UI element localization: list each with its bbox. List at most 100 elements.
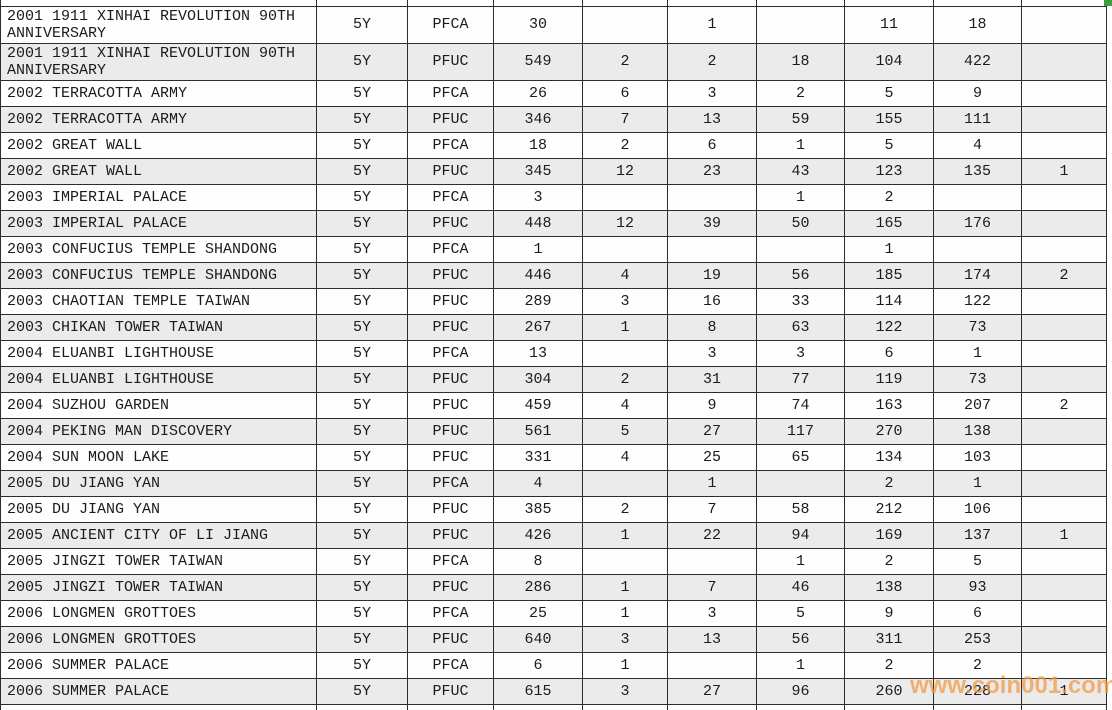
- grade-count-cell[interactable]: 169: [844, 521, 934, 549]
- grade-count-cell[interactable]: 2: [1021, 391, 1107, 419]
- grade-count-cell[interactable]: 104: [844, 42, 934, 81]
- grade-count-cell[interactable]: 2: [844, 183, 934, 211]
- grade-count-cell[interactable]: 1: [582, 573, 668, 601]
- grade-count-cell[interactable]: [756, 235, 845, 263]
- grade-category-cell[interactable]: PFCA: [407, 5, 494, 44]
- grade-count-cell[interactable]: 5: [844, 131, 934, 159]
- denomination-cell[interactable]: 5Y: [316, 131, 408, 159]
- grade-count-cell[interactable]: 73: [933, 313, 1022, 341]
- coin-series-cell[interactable]: 2002 GREAT WALL: [0, 157, 317, 185]
- grade-category-cell[interactable]: PFCA: [407, 79, 494, 107]
- grade-count-cell[interactable]: 3: [582, 287, 668, 315]
- grade-count-cell[interactable]: 46: [756, 573, 845, 601]
- coin-series-cell[interactable]: 2002 GREAT WALL: [0, 131, 317, 159]
- grade-count-cell[interactable]: 123: [844, 157, 934, 185]
- grade-count-cell[interactable]: 56: [756, 625, 845, 653]
- grade-category-cell[interactable]: PFUC: [407, 287, 494, 315]
- total-count-cell[interactable]: 18: [493, 131, 583, 159]
- grade-count-cell[interactable]: 5: [756, 599, 845, 627]
- grade-category-cell[interactable]: PFUC: [407, 261, 494, 289]
- coin-series-cell[interactable]: 2003 CONFUCIUS TEMPLE SHANDONG: [0, 235, 317, 263]
- grade-count-cell[interactable]: 9: [844, 599, 934, 627]
- grade-count-cell[interactable]: [582, 547, 668, 575]
- grade-count-cell[interactable]: [1021, 573, 1107, 601]
- grade-count-cell[interactable]: [1021, 183, 1107, 211]
- grade-count-cell[interactable]: 5: [582, 417, 668, 445]
- grade-count-cell[interactable]: 8: [667, 313, 757, 341]
- grade-count-cell[interactable]: 43: [756, 157, 845, 185]
- grade-count-cell[interactable]: [756, 5, 845, 44]
- grade-category-cell[interactable]: PFUC: [407, 417, 494, 445]
- grade-count-cell[interactable]: 1: [582, 313, 668, 341]
- grade-count-cell[interactable]: 65: [756, 443, 845, 471]
- grade-count-cell[interactable]: 12: [582, 209, 668, 237]
- grade-category-cell[interactable]: PFCA: [407, 469, 494, 497]
- grade-category-cell[interactable]: PFUC: [407, 521, 494, 549]
- denomination-cell[interactable]: 5Y: [316, 521, 408, 549]
- denomination-cell[interactable]: 5Y: [316, 495, 408, 523]
- grade-count-cell[interactable]: 1: [1021, 157, 1107, 185]
- coin-series-cell[interactable]: 2003 IMPERIAL PALACE: [0, 209, 317, 237]
- total-count-cell[interactable]: 331: [493, 443, 583, 471]
- total-count-cell[interactable]: 25: [493, 599, 583, 627]
- grade-count-cell[interactable]: 77: [756, 365, 845, 393]
- grade-count-cell[interactable]: 1: [582, 521, 668, 549]
- grade-count-cell[interactable]: 22: [667, 521, 757, 549]
- grade-count-cell[interactable]: 1: [933, 339, 1022, 367]
- denomination-cell[interactable]: 5Y: [316, 235, 408, 263]
- grade-count-cell[interactable]: 5: [933, 547, 1022, 575]
- coin-series-cell[interactable]: 2003 CHAOTIAN TEMPLE TAIWAN: [0, 287, 317, 315]
- grade-count-cell[interactable]: 2: [844, 469, 934, 497]
- grade-count-cell[interactable]: 27: [667, 417, 757, 445]
- coin-series-cell[interactable]: 2003 CHIKAN TOWER TAIWAN: [0, 313, 317, 341]
- grade-count-cell[interactable]: 9: [933, 79, 1022, 107]
- grade-count-cell[interactable]: 138: [844, 573, 934, 601]
- grade-count-cell[interactable]: 59: [756, 105, 845, 133]
- total-count-cell[interactable]: 289: [493, 287, 583, 315]
- grade-count-cell[interactable]: 7: [582, 105, 668, 133]
- coin-series-cell[interactable]: 2001 1911 XINHAI REVOLUTION 90TH ANNIVER…: [0, 42, 317, 81]
- grade-count-cell[interactable]: [1021, 469, 1107, 497]
- grade-count-cell[interactable]: 3: [582, 677, 668, 705]
- grade-count-cell[interactable]: 58: [756, 495, 845, 523]
- total-count-cell[interactable]: 8: [493, 547, 583, 575]
- grade-count-cell[interactable]: 3: [582, 625, 668, 653]
- denomination-cell[interactable]: 5Y: [316, 261, 408, 289]
- grade-count-cell[interactable]: 135: [933, 157, 1022, 185]
- grade-count-cell[interactable]: 1: [1021, 521, 1107, 549]
- grade-count-cell[interactable]: 253: [933, 625, 1022, 653]
- coin-series-cell[interactable]: 2005 DU JIANG YAN: [0, 469, 317, 497]
- grade-category-cell[interactable]: PFUC: [407, 105, 494, 133]
- grade-category-cell[interactable]: PFUC: [407, 495, 494, 523]
- grade-count-cell[interactable]: 165: [844, 209, 934, 237]
- grade-category-cell[interactable]: PFCA: [407, 183, 494, 211]
- total-count-cell[interactable]: 459: [493, 391, 583, 419]
- grade-count-cell[interactable]: 2: [844, 651, 934, 679]
- grade-category-cell[interactable]: PFUC: [407, 391, 494, 419]
- total-count-cell[interactable]: 4: [493, 469, 583, 497]
- denomination-cell[interactable]: 5Y: [316, 209, 408, 237]
- coin-series-cell[interactable]: 2004 PEKING MAN DISCOVERY: [0, 417, 317, 445]
- grade-count-cell[interactable]: 13: [667, 105, 757, 133]
- denomination-cell[interactable]: 5Y: [316, 157, 408, 185]
- grade-count-cell[interactable]: 174: [933, 261, 1022, 289]
- coin-series-cell[interactable]: 2003 CONFUCIUS TEMPLE SHANDONG: [0, 261, 317, 289]
- grade-count-cell[interactable]: 212: [844, 495, 934, 523]
- grade-count-cell[interactable]: 1: [756, 651, 845, 679]
- grade-count-cell[interactable]: 1: [582, 651, 668, 679]
- grade-count-cell[interactable]: 18: [756, 42, 845, 81]
- coin-series-cell[interactable]: 2003 IMPERIAL PALACE: [0, 183, 317, 211]
- grade-count-cell[interactable]: [1021, 313, 1107, 341]
- grade-count-cell[interactable]: 103: [933, 443, 1022, 471]
- total-count-cell[interactable]: 561: [493, 417, 583, 445]
- grade-count-cell[interactable]: [756, 469, 845, 497]
- grade-count-cell[interactable]: 117: [756, 417, 845, 445]
- grade-count-cell[interactable]: [1021, 131, 1107, 159]
- denomination-cell[interactable]: 5Y: [316, 339, 408, 367]
- selection-fill-handle[interactable]: [1104, 0, 1112, 6]
- grade-count-cell[interactable]: 1: [667, 5, 757, 44]
- grade-count-cell[interactable]: [667, 235, 757, 263]
- denomination-cell[interactable]: 5Y: [316, 5, 408, 44]
- grade-count-cell[interactable]: 63: [756, 313, 845, 341]
- total-count-cell[interactable]: 346: [493, 105, 583, 133]
